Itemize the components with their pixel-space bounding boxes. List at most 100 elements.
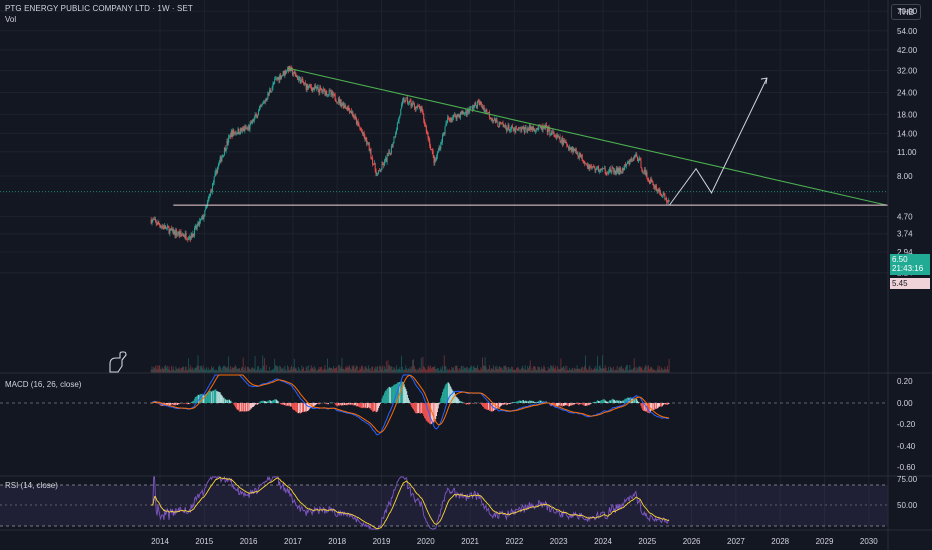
candle-body xyxy=(346,108,348,111)
volume-bar xyxy=(210,369,212,373)
volume-bar xyxy=(194,368,195,373)
volume-bar xyxy=(597,369,599,373)
macd-label[interactable]: MACD (16, 26, close) xyxy=(5,380,82,389)
macd-histogram-bar xyxy=(474,402,476,403)
candle-body xyxy=(540,125,542,128)
volume-bar xyxy=(239,368,241,373)
macd-histogram-bar xyxy=(439,401,441,403)
macd-histogram-bar xyxy=(440,398,442,403)
macd-histogram-bar xyxy=(416,403,418,414)
candle-body xyxy=(663,193,665,195)
volume-label[interactable]: Vol xyxy=(5,15,17,24)
macd-histogram-bar xyxy=(481,403,483,405)
macd-histogram-bar xyxy=(580,403,582,405)
volume-bar xyxy=(193,370,195,373)
volume-bar xyxy=(469,368,471,373)
candle-body xyxy=(637,156,639,162)
macd-histogram-bar xyxy=(586,403,588,406)
rsi-label[interactable]: RSI (14, close) xyxy=(5,481,58,490)
volume-bar xyxy=(335,368,337,373)
currency-button[interactable]: THB xyxy=(891,4,921,20)
macd-histogram-bar xyxy=(459,400,461,403)
macd-histogram-bar xyxy=(595,401,597,403)
candle-body xyxy=(439,147,441,149)
volume-bar xyxy=(416,370,418,373)
macd-histogram-bar xyxy=(339,403,341,405)
macd-pane xyxy=(0,374,888,436)
volume-bar xyxy=(319,369,321,373)
candle-body xyxy=(460,112,462,115)
volume-bar xyxy=(316,370,318,373)
candle-body xyxy=(461,111,463,115)
candle-body xyxy=(650,179,652,181)
volume-bar xyxy=(613,366,615,373)
volume-bar xyxy=(157,369,159,373)
volume-bar xyxy=(500,367,502,373)
candle-body xyxy=(550,134,552,136)
candle-body xyxy=(343,102,345,109)
candle-body xyxy=(485,109,487,111)
drawings[interactable] xyxy=(0,67,888,206)
volume-bar xyxy=(247,366,249,373)
macd-histogram-bar xyxy=(163,403,165,407)
macd-histogram-bar xyxy=(557,403,559,407)
volume-bar xyxy=(646,370,648,373)
volume-bar xyxy=(571,368,573,373)
candle-body xyxy=(371,157,373,159)
candle-body xyxy=(272,83,274,88)
candle-body xyxy=(205,208,207,211)
volume-bar xyxy=(463,366,465,373)
volume-bar xyxy=(488,368,489,373)
macd-histogram-bar xyxy=(171,403,173,405)
candle-body xyxy=(242,128,244,129)
candle-body xyxy=(517,129,519,130)
macd-histogram-bar xyxy=(518,400,520,403)
volume-bar xyxy=(473,366,475,373)
candle-body xyxy=(482,106,484,109)
volume-bar xyxy=(496,369,498,373)
macd-histogram-bar xyxy=(654,403,656,410)
candle-body xyxy=(273,83,275,84)
volume-bar xyxy=(639,366,641,373)
macd-histogram-bar xyxy=(590,403,592,404)
candle-body xyxy=(446,122,448,124)
macd-histogram-bar xyxy=(294,403,296,411)
macd-histogram-bar xyxy=(341,403,343,406)
candle-body xyxy=(562,138,564,145)
volume-bar xyxy=(433,366,435,373)
volume-bar xyxy=(393,369,395,373)
volume-bar xyxy=(204,368,206,373)
macd-histogram-bar xyxy=(561,403,563,406)
candle-body xyxy=(270,91,272,92)
volume-bar xyxy=(385,360,387,373)
macd-histogram-bar xyxy=(359,403,361,408)
volume-bar xyxy=(382,365,384,373)
projection-arrowhead xyxy=(760,77,768,85)
volume-bar xyxy=(269,366,270,373)
macd-histogram-bar xyxy=(250,403,252,409)
volume-bar xyxy=(563,368,565,373)
candle-body xyxy=(325,90,327,95)
symbol-title[interactable]: PTG ENERGY PUBLIC COMPANY LTD · 1W · SET xyxy=(5,4,193,13)
candle-body xyxy=(557,135,559,137)
volume-bar xyxy=(592,369,594,373)
candle-body xyxy=(470,106,472,108)
macd-histogram-bar xyxy=(445,384,447,403)
macd-histogram-bar xyxy=(299,403,301,414)
candle-body xyxy=(328,90,330,95)
candle-body xyxy=(303,82,305,84)
candle-body xyxy=(183,236,185,238)
macd-histogram-bar xyxy=(614,400,616,403)
candle-body xyxy=(649,179,651,184)
volume-bar xyxy=(615,369,617,373)
volume-bar xyxy=(285,369,287,373)
candle-body xyxy=(603,168,605,170)
candle-body xyxy=(379,170,381,172)
candle-body xyxy=(292,68,294,75)
volume-bar xyxy=(665,369,667,373)
macd-histogram-bar xyxy=(389,386,391,403)
macd-histogram-bar xyxy=(346,403,348,406)
volume-bar xyxy=(151,366,153,373)
volume-bar xyxy=(399,367,401,373)
